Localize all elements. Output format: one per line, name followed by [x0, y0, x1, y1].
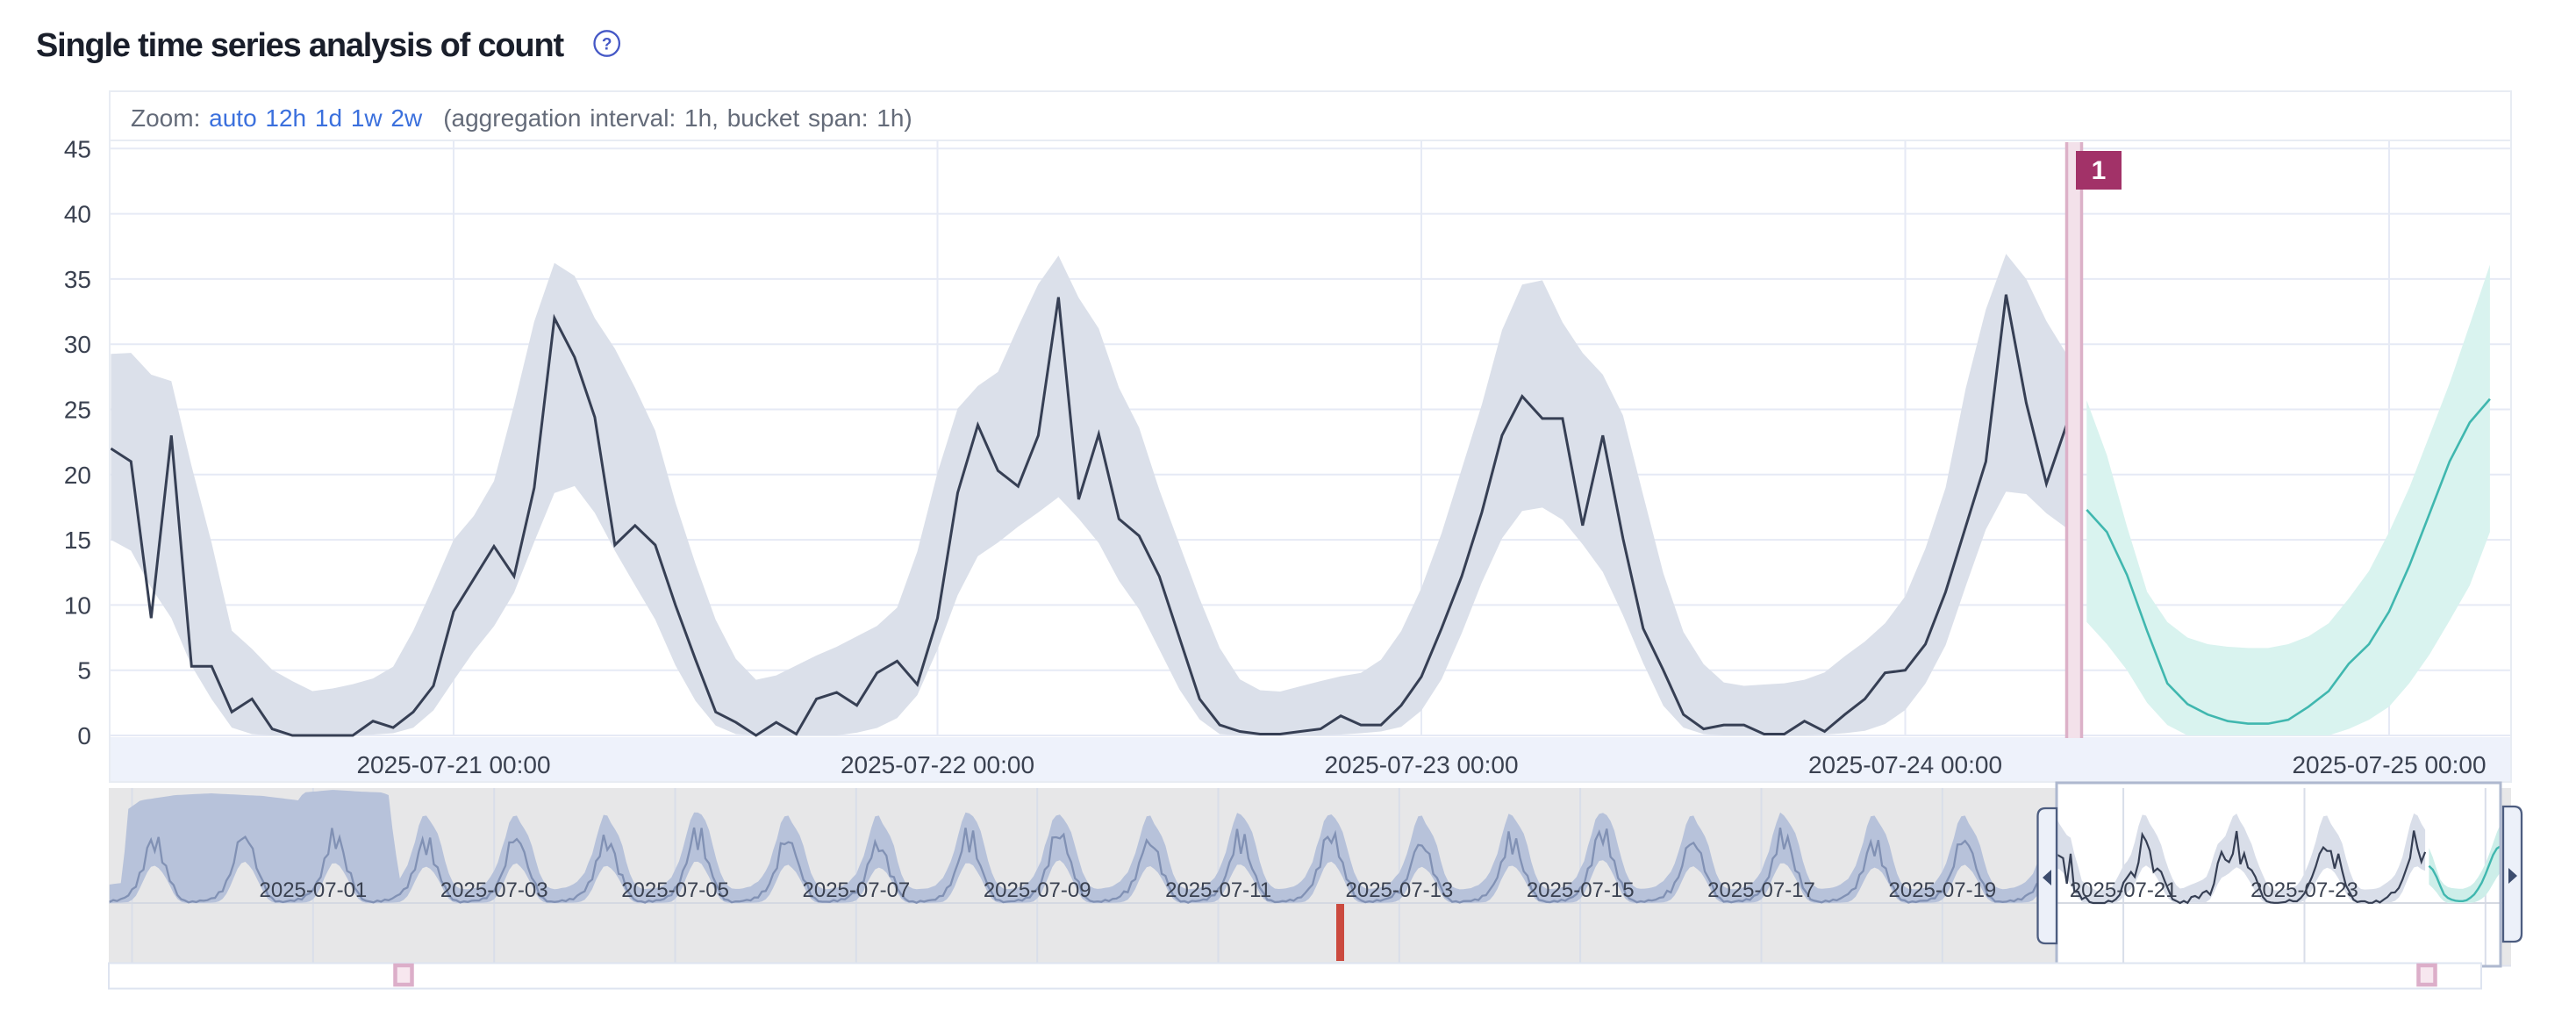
svg-text:45: 45 — [64, 135, 91, 162]
svg-text:2025-07-11: 2025-07-11 — [1165, 878, 1271, 902]
svg-text:25: 25 — [64, 397, 91, 424]
svg-text:2025-07-21: 2025-07-21 — [2070, 878, 2178, 902]
svg-text:35: 35 — [64, 266, 91, 293]
svg-text:2025-07-21 00:00: 2025-07-21 00:00 — [356, 751, 550, 778]
svg-text:2025-07-03: 2025-07-03 — [440, 878, 548, 902]
svg-text:2025-07-22 00:00: 2025-07-22 00:00 — [841, 751, 1034, 778]
svg-text:2025-07-07: 2025-07-07 — [803, 878, 911, 902]
svg-text:2025-07-09: 2025-07-09 — [984, 878, 1091, 902]
svg-text:20: 20 — [64, 462, 91, 489]
svg-text:30: 30 — [64, 331, 91, 358]
svg-text:40: 40 — [64, 201, 91, 228]
svg-text:2025-07-23 00:00: 2025-07-23 00:00 — [1324, 751, 1518, 778]
svg-text:5: 5 — [77, 657, 91, 685]
svg-text:2025-07-19: 2025-07-19 — [1889, 878, 1997, 902]
svg-text:2025-07-23: 2025-07-23 — [2250, 878, 2358, 902]
svg-text:15: 15 — [64, 527, 91, 554]
svg-text:2025-07-05: 2025-07-05 — [621, 878, 729, 902]
svg-text:1: 1 — [2092, 156, 2107, 185]
svg-text:0: 0 — [77, 722, 91, 749]
svg-text:?: ? — [602, 36, 612, 54]
svg-text:2025-07-13: 2025-07-13 — [1346, 878, 1454, 902]
svg-text:2025-07-24 00:00: 2025-07-24 00:00 — [1808, 751, 2002, 778]
svg-text:2025-07-25 00:00: 2025-07-25 00:00 — [2292, 751, 2486, 778]
svg-text:10: 10 — [64, 591, 91, 619]
svg-text:2025-07-15: 2025-07-15 — [1527, 878, 1635, 902]
svg-text:2025-07-17: 2025-07-17 — [1707, 878, 1815, 902]
svg-text:2025-07-01: 2025-07-01 — [260, 878, 368, 902]
